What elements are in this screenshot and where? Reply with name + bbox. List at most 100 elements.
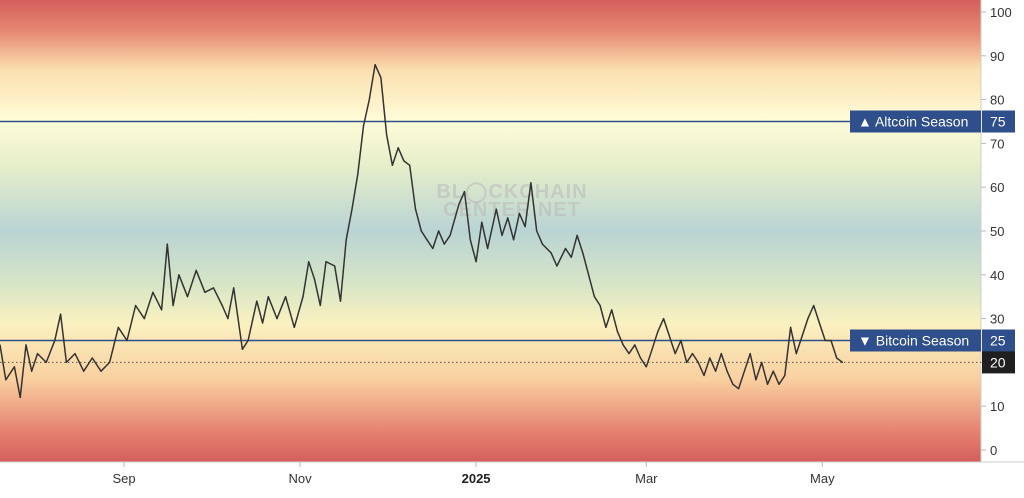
x-tick-label: May [810,471,835,486]
data-point [161,309,163,311]
reference-tag-label: ▼ Bitcoin Season [858,333,969,349]
data-point [152,291,154,293]
data-point [19,396,21,398]
data-point [397,147,399,149]
data-point [518,212,521,215]
data-point [143,318,145,320]
data-point [339,300,342,302]
data-point [824,339,826,342]
data-point [668,335,671,337]
x-tick-label: 2025 [462,471,491,486]
data-point [443,243,445,245]
last-value-label: 20 [990,354,1006,370]
data-point [233,287,235,289]
data-point [663,318,665,320]
data-point [172,304,174,307]
data-point [582,252,584,254]
data-point [0,344,1,346]
data-point [726,370,728,372]
data-point [639,357,642,359]
data-point [709,357,711,359]
data-point [749,353,751,355]
watermark-line-1: BL◯CKCHAIN [436,181,587,204]
x-axis-panel [0,462,1024,498]
data-point [414,208,417,210]
reference-value-label: 75 [990,114,1006,130]
data-point [126,339,128,342]
data-point [841,361,844,363]
data-point [807,318,809,320]
data-point [501,234,503,236]
data-point [507,217,509,219]
data-point [25,344,27,346]
reference-tag [850,110,981,133]
data-point [432,247,434,250]
data-point [449,234,451,236]
y-tick-label: 100 [990,5,1012,20]
reference-value-tag [982,329,1015,352]
data-point [362,125,365,127]
y-tick-label: 40 [990,268,1004,283]
data-point [795,353,797,355]
data-point [818,322,821,324]
data-point [686,361,688,363]
data-point [622,344,624,346]
data-point [536,230,538,232]
data-point [221,304,223,307]
data-point [227,318,229,320]
reference-value-label: 25 [990,333,1006,349]
y-tick-label: 90 [990,49,1004,64]
data-point [691,353,694,355]
y-tick-label: 0 [990,443,997,458]
data-point [391,164,393,166]
data-point [784,374,786,377]
reference-tag [850,329,981,352]
data-point [267,296,269,298]
data-point [738,388,740,390]
y-tick-label: 30 [990,312,1004,327]
data-point [541,243,544,245]
data-point [345,239,347,241]
watermark: BL◯CKCHAIN CENTER.NET [436,181,587,221]
data-point [13,366,15,368]
data-point [256,300,258,302]
data-point [313,278,316,280]
data-point [593,296,596,298]
data-point [204,291,206,293]
reference-tag-label: ▲ Altcoin Season [858,114,968,130]
data-point [680,339,682,342]
data-point [262,322,264,324]
data-point [674,353,676,355]
y-tick-label: 10 [990,399,1004,414]
data-point [36,353,39,355]
data-point [54,339,56,342]
data-point [657,331,659,333]
data-point [720,353,722,355]
data-point [135,304,137,307]
data-point [351,208,353,210]
data-point [409,164,411,166]
data-point [487,247,489,250]
last-value-tag [982,351,1015,374]
data-point [634,344,636,346]
data-point [628,353,630,355]
series-group [0,63,844,399]
data-point [186,296,189,298]
data-point [83,370,85,372]
data-point [426,239,428,241]
data-point [550,252,552,254]
data-point [166,243,168,245]
data-point [715,370,717,372]
data-point [241,348,243,350]
y-tick-label: 60 [990,180,1004,195]
data-point [302,296,304,298]
data-point [458,204,460,206]
y-axis-ticks: 0 10 30 40 50 60 70 80 90 100 [981,5,1012,458]
data-point [524,226,526,228]
data-point [564,247,567,250]
data-point [469,239,471,241]
y-axis-panel [981,0,1024,462]
data-point [438,230,440,232]
data-point [5,379,7,381]
data-point [576,234,578,236]
